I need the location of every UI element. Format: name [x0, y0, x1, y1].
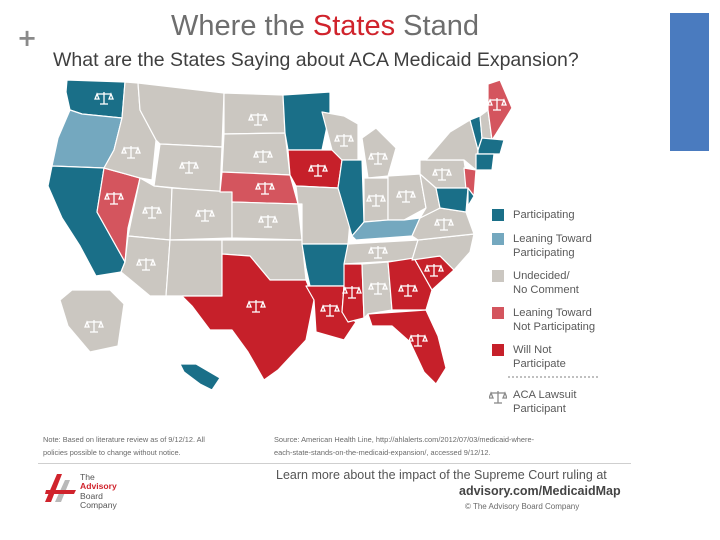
scales-icon [248, 113, 268, 126]
state-ohio [387, 173, 427, 221]
state-alaska [59, 289, 125, 353]
state-connecticut [475, 153, 495, 171]
state-wyoming [153, 143, 223, 193]
scales-icon [308, 164, 328, 177]
logo-line: Advisory [80, 481, 117, 492]
state-maryland [435, 187, 469, 213]
state-colorado [169, 187, 233, 241]
state-florida [367, 309, 447, 385]
state-kentucky [351, 217, 421, 241]
scales-icon [121, 146, 141, 159]
company-logo-text: The Advisory Board Company [80, 472, 117, 511]
state-massachusetts [477, 137, 505, 155]
page-title: Where the States Stand [0, 10, 650, 43]
slide-plus-glyph: + [17, 24, 38, 52]
scales-icon [94, 92, 114, 105]
scales-icon [136, 258, 156, 271]
scales-icon [368, 152, 388, 165]
state-kansas [231, 201, 303, 241]
scales-icon [246, 300, 266, 313]
scales-icon [408, 334, 428, 347]
legend-swatch [492, 233, 504, 245]
state-alabama [361, 261, 393, 319]
legend-swatch [492, 344, 504, 356]
scales-icon [366, 194, 386, 207]
scales-icon [398, 284, 418, 297]
state-minnesota [282, 91, 331, 151]
state-virginia [411, 207, 475, 241]
legend-swatch [492, 270, 504, 282]
scales-icon [320, 304, 340, 317]
legend-swatch [492, 209, 504, 221]
accent-bar [670, 13, 709, 151]
legend-divider [508, 376, 598, 378]
scales-icon [104, 192, 124, 205]
legend-label: Leaning Toward Not Participating [513, 307, 596, 333]
state-north-dakota [223, 92, 286, 135]
logo-line: Company [80, 500, 117, 511]
state-arkansas [301, 243, 349, 287]
scales-icon [368, 246, 388, 259]
scales-icon [424, 264, 444, 277]
scales-icon [487, 98, 507, 111]
state-hawaii [179, 363, 221, 391]
scales-icon [253, 150, 273, 163]
scales-icon [342, 286, 362, 299]
logo-line: The [80, 472, 95, 482]
scales-icon [195, 209, 215, 222]
legend-label: Participating [513, 209, 575, 221]
footnote: Note: Based on literature review as of 9… [43, 435, 205, 457]
scales-icon [142, 206, 162, 219]
title-text-highlight: States [312, 10, 396, 42]
states-layer [47, 79, 513, 391]
state-michigan [361, 127, 397, 179]
state-iowa [287, 149, 343, 189]
scales-icon [258, 215, 278, 228]
legend-label: Leaning Toward Participating [513, 233, 592, 259]
scales-icon [334, 134, 354, 147]
scales-icon [255, 182, 275, 195]
scales-icon [396, 190, 416, 203]
scales-icon [489, 391, 507, 404]
legend-swatch [492, 307, 504, 319]
title-text-pre: Where the [171, 10, 313, 42]
scales-icon [368, 282, 388, 295]
state-delaware [467, 187, 475, 207]
title-text-post: Stand [395, 10, 479, 42]
medicaid-map-link[interactable]: advisory.com/MedicaidMap [459, 484, 621, 498]
state-south-dakota [221, 132, 291, 176]
scales-icon [179, 161, 199, 174]
cta-text: Learn more about the impact of the Supre… [276, 468, 607, 482]
legend-label: Will Not Participate [513, 344, 566, 370]
lawsuit-icons-layer [84, 92, 507, 347]
footer-divider [38, 463, 631, 464]
logo-line: Board [80, 490, 103, 501]
scales-icon [434, 218, 454, 231]
state-new-mexico [165, 239, 223, 297]
page-subtitle: What are the States Saying about ACA Med… [53, 49, 579, 71]
scales-icon [432, 168, 452, 181]
state-texas [181, 253, 315, 381]
copyright: © The Advisory Board Company [465, 502, 580, 511]
legend-label: Undecided/ No Comment [513, 270, 579, 296]
source-note: Source: American Health Line, http://ahl… [274, 435, 535, 457]
legend-label: ACA Lawsuit Participant [513, 389, 577, 415]
advisory-board-logo-icon [45, 474, 76, 502]
scales-icon [84, 320, 104, 333]
